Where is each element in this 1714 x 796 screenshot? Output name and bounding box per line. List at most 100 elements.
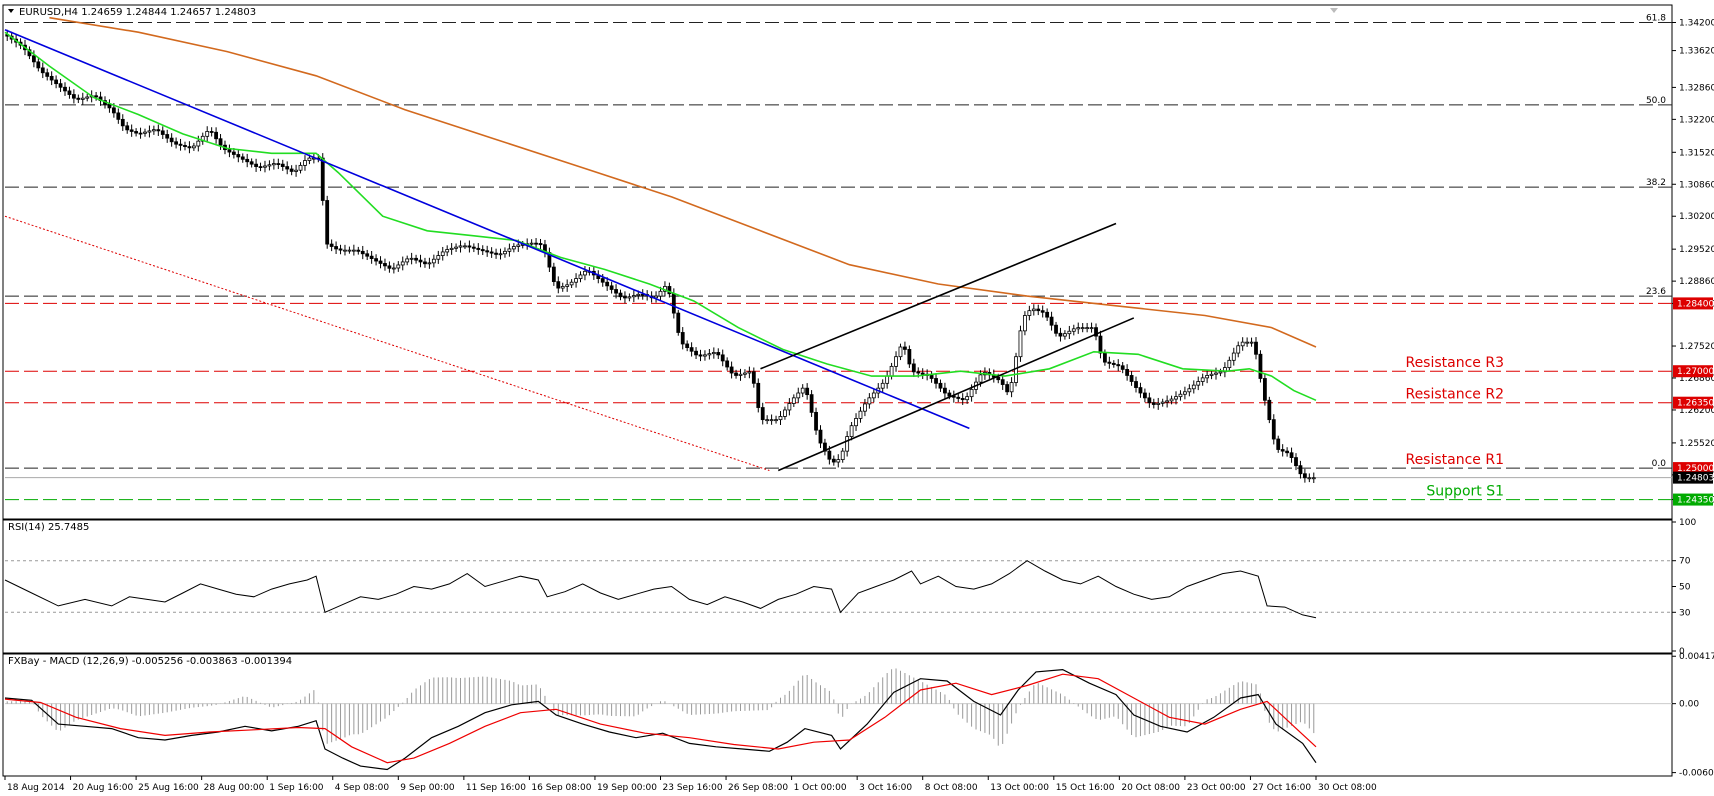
candle-body (387, 265, 392, 269)
candle-body (729, 366, 734, 374)
trendline[interactable] (4, 29, 970, 430)
candle-body (436, 255, 441, 260)
candle-body (867, 397, 872, 405)
candle-body (485, 250, 490, 253)
candle-body (1249, 341, 1254, 344)
candle-body (1098, 335, 1103, 354)
candle-body (1094, 327, 1098, 337)
candle-body (605, 281, 610, 287)
candle-body (1231, 352, 1236, 361)
candle-body (423, 261, 427, 265)
candle-body (1063, 333, 1067, 337)
candle-body (676, 312, 681, 333)
candle-body (334, 246, 338, 250)
candle-body (343, 249, 347, 252)
price-axis-label: 1.30860 (1679, 180, 1714, 190)
candle-body (1187, 388, 1192, 393)
candle-body (1160, 401, 1165, 404)
candle-body (49, 75, 54, 81)
candle-body (396, 264, 401, 269)
candle-body (609, 285, 614, 290)
candle-body (71, 94, 76, 99)
candle-body (556, 281, 561, 289)
candle-body (280, 163, 285, 167)
macd-axis-label: 0.004179 (1679, 652, 1714, 662)
candle-body (320, 157, 325, 201)
candle-body (254, 163, 258, 167)
time-axis-label: 1 Oct 00:00 (794, 783, 847, 793)
candle-body (1298, 465, 1303, 475)
candle-body (191, 145, 196, 149)
candle-body (831, 458, 836, 463)
macd-line (4, 668, 1317, 771)
candle-body (960, 398, 965, 401)
candle-body (911, 363, 916, 373)
price-tag: 1.24350 (1677, 496, 1714, 506)
candle-body (156, 129, 161, 132)
candle-body (578, 274, 583, 279)
candle-body (1254, 341, 1258, 355)
time-axis-label: 3 Oct 16:00 (859, 783, 912, 793)
candle-body (1107, 361, 1112, 364)
candle-body (1116, 364, 1121, 367)
candle-body (405, 258, 410, 263)
candle-body (800, 387, 805, 394)
candle-body (378, 260, 383, 264)
candle-body (85, 96, 90, 99)
scroll-triangle-icon[interactable] (1330, 8, 1338, 13)
candle-body (31, 55, 36, 63)
candle-body (463, 245, 467, 248)
candle-body (569, 281, 574, 286)
level-annotation: Resistance R3 (1405, 355, 1504, 371)
time-axis-label: 28 Aug 00:00 (204, 783, 265, 793)
candle-body (956, 396, 961, 399)
macd-axis-label: 0.00 (1679, 700, 1699, 710)
time-axis-label: 23 Sep 16:00 (663, 783, 723, 793)
candle-body (889, 365, 894, 377)
candle-body (1214, 372, 1218, 375)
candle-body (1005, 384, 1010, 393)
candle-body (1076, 327, 1081, 330)
candle-body (1191, 384, 1196, 390)
candle-body (1058, 332, 1063, 337)
candle-body (1285, 450, 1290, 454)
candle-body (391, 267, 396, 270)
candle-body (1227, 359, 1232, 368)
candle-body (94, 95, 99, 98)
candle-body (418, 259, 423, 263)
candle-body (245, 158, 250, 163)
candle-body (1143, 392, 1147, 399)
candle-body (1294, 457, 1298, 467)
menu-triangle-icon[interactable] (8, 9, 14, 13)
candle-body (303, 160, 307, 166)
candle-body (769, 419, 774, 422)
candle-body (169, 137, 174, 143)
candle-body (840, 450, 845, 461)
candle-body (298, 164, 303, 171)
macd-title: FXBay - MACD (12,26,9) -0.005256 -0.0038… (8, 656, 292, 667)
trendline[interactable] (760, 222, 1117, 370)
candle-body (894, 356, 898, 367)
candle-body (276, 163, 281, 165)
candle-body (814, 411, 818, 431)
candle-body (671, 293, 676, 314)
trendline[interactable] (777, 317, 1135, 472)
candle-body (111, 107, 116, 114)
candle-body (1218, 371, 1223, 374)
candle-body (369, 255, 374, 260)
candle-body (129, 129, 134, 132)
price-axis-label: 1.29520 (1679, 245, 1714, 255)
candle-body (325, 200, 330, 245)
candle-body (854, 418, 858, 427)
rsi-axis-label: 50 (1679, 583, 1691, 593)
candle-body (654, 295, 658, 299)
macd-layer (4, 668, 1672, 771)
candle-body (1267, 399, 1272, 421)
candle-body (307, 157, 312, 161)
candle-body (720, 354, 725, 362)
candle-body (565, 284, 570, 287)
fib-label: 61.8 (1646, 13, 1666, 23)
candle-body (134, 131, 139, 134)
price-tag-box (1673, 297, 1713, 310)
